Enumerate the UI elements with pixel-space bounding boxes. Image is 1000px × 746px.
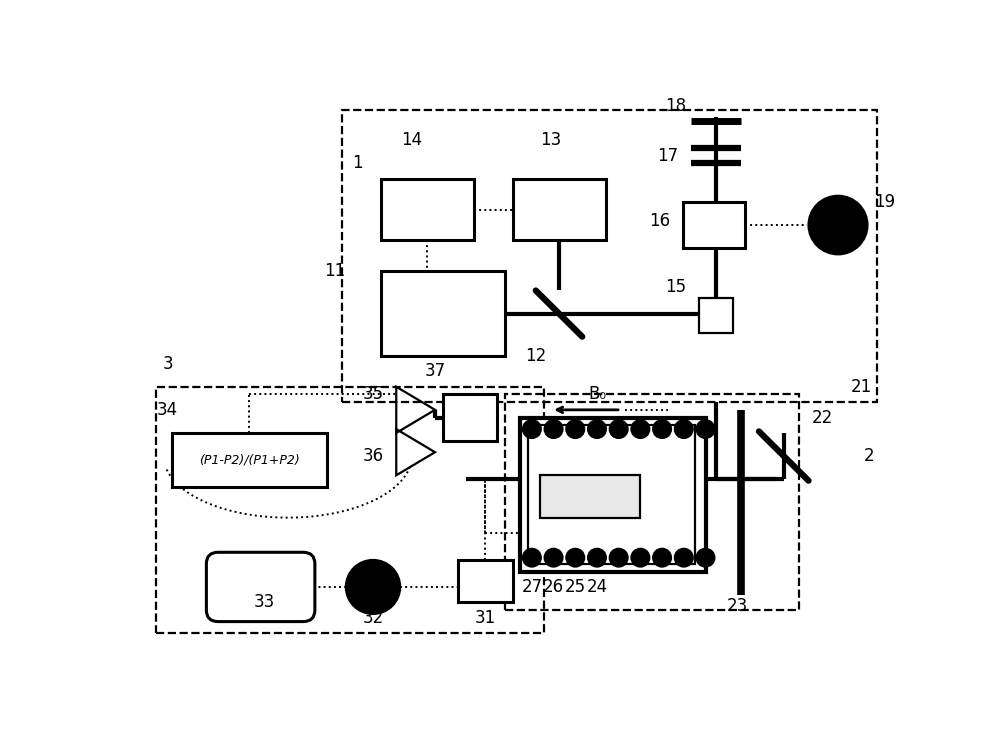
Circle shape [346,560,400,614]
Text: 35: 35 [362,386,384,404]
Text: 14: 14 [401,131,422,149]
Text: 2: 2 [864,447,874,465]
Circle shape [697,420,714,438]
Circle shape [566,549,584,566]
Bar [540,475,640,518]
Bar [698,298,733,333]
Circle shape [653,420,671,438]
Text: 16: 16 [649,212,670,231]
Text: 19: 19 [874,193,895,211]
Bar [505,395,799,610]
Text: 24: 24 [586,578,608,596]
Text: 3: 3 [162,354,173,373]
Bar [458,560,512,602]
Circle shape [588,420,606,438]
Text: B₀: B₀ [589,386,607,404]
Text: 1: 1 [352,154,363,172]
Text: 27: 27 [521,578,542,596]
Text: 17: 17 [657,147,678,165]
Text: 13: 13 [541,131,562,149]
Circle shape [675,549,693,566]
Circle shape [545,420,562,438]
Bar [520,418,706,571]
Text: 21: 21 [851,377,872,395]
Circle shape [610,549,628,566]
Circle shape [697,549,714,566]
Text: 25: 25 [565,578,586,596]
Bar [528,425,695,564]
Bar [381,272,505,356]
Circle shape [523,549,541,566]
Circle shape [631,549,649,566]
Circle shape [545,549,562,566]
Text: 32: 32 [362,609,384,627]
Text: (P1-P2)/(P1+P2): (P1-P2)/(P1+P2) [199,454,299,466]
Text: 36: 36 [362,447,384,465]
Text: 37: 37 [424,363,446,380]
Circle shape [809,195,867,254]
Bar [156,386,544,633]
Circle shape [653,549,671,566]
Circle shape [523,420,541,438]
Bar [172,433,326,487]
Text: 23: 23 [727,598,748,615]
Circle shape [566,420,584,438]
Circle shape [631,420,649,438]
FancyBboxPatch shape [206,552,315,621]
Bar [342,110,877,402]
Text: 22: 22 [812,409,833,427]
Circle shape [588,549,606,566]
Text: 18: 18 [665,97,686,115]
Text: 33: 33 [254,593,275,611]
Text: 34: 34 [157,401,178,419]
Bar [512,179,606,240]
Text: 15: 15 [665,278,686,295]
Text: 26: 26 [543,578,564,596]
Bar [683,202,745,248]
Text: 31: 31 [475,609,496,627]
Text: 11: 11 [324,263,345,280]
Bar [381,179,474,240]
Bar [443,395,497,441]
Circle shape [610,420,628,438]
Circle shape [675,420,693,438]
Text: 12: 12 [525,347,546,365]
